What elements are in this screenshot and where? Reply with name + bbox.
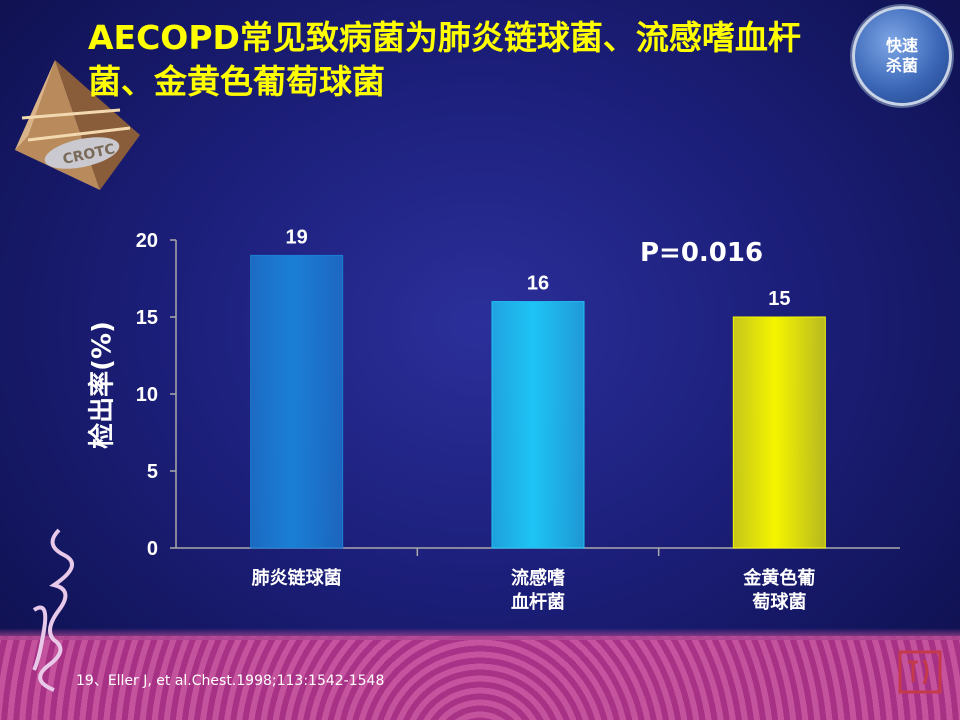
y-axis-label-wrap: 检出率(%) — [70, 300, 130, 470]
slide-title: AECOPD常见致病菌为肺炎链球菌、流感嗜血杆菌、金黄色葡萄球菌 — [88, 18, 801, 101]
y-axis-label: 检出率(%) — [87, 321, 118, 449]
badge-line-2: 杀菌 — [885, 56, 918, 75]
category-label: 流感嗜 — [511, 567, 565, 589]
p-value-annotation: P=0.016 — [640, 238, 764, 268]
y-tick-label: 0 — [147, 538, 158, 560]
data-label: 19 — [286, 226, 308, 248]
y-tick-label: 5 — [147, 461, 158, 483]
y-tick-label: 20 — [136, 230, 158, 252]
crotc-pyramid-logo: CROTC — [15, 60, 140, 190]
bar — [250, 254, 344, 549]
decorative-bottom-band — [0, 628, 960, 720]
badge-line-1: 快速 — [885, 36, 918, 55]
calligraphy-decoration — [32, 528, 74, 692]
y-tick-label: 10 — [136, 384, 158, 406]
quick-kill-badge: 快速 杀菌 — [852, 6, 952, 106]
data-label: 15 — [768, 288, 790, 310]
data-label: 16 — [527, 273, 549, 295]
bar — [732, 316, 826, 549]
category-label: 肺炎链球菌 — [252, 567, 342, 589]
y-tick-label: 15 — [136, 307, 158, 329]
citation: 19、Eller J, et al.Chest.1998;113:1542-15… — [76, 673, 385, 689]
bar — [491, 301, 585, 549]
category-label: 金黄色葡 — [742, 567, 815, 589]
category-label: 萄球菌 — [752, 591, 806, 613]
category-label: 血杆菌 — [511, 591, 565, 613]
seal-stamp — [898, 650, 942, 694]
